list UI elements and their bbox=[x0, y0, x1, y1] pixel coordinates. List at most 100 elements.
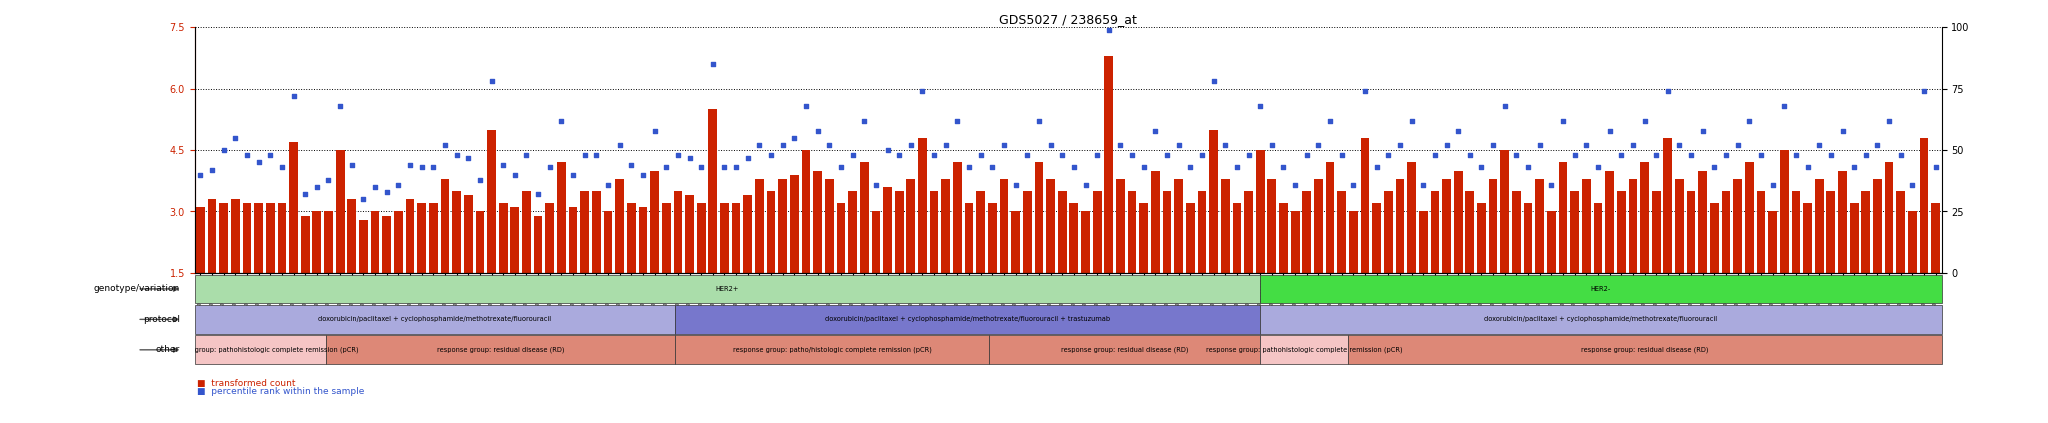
Bar bbox=[326, 335, 676, 364]
Point bbox=[1303, 142, 1335, 148]
Point bbox=[1815, 152, 1847, 159]
Point bbox=[1372, 152, 1405, 159]
Bar bbox=[696, 203, 707, 334]
Text: response group: residual disease (RD): response group: residual disease (RD) bbox=[1581, 346, 1708, 353]
Bar bbox=[1628, 179, 1636, 334]
Point bbox=[743, 142, 776, 148]
Bar bbox=[1757, 191, 1765, 334]
Point bbox=[1534, 181, 1567, 188]
Point bbox=[977, 164, 1010, 171]
Point bbox=[801, 127, 834, 134]
Point bbox=[1896, 181, 1929, 188]
Bar bbox=[1919, 138, 1929, 334]
Point bbox=[1139, 127, 1171, 134]
Point bbox=[1430, 142, 1462, 148]
Point bbox=[1757, 181, 1790, 188]
Point bbox=[1454, 152, 1487, 159]
Bar bbox=[1280, 203, 1288, 334]
Point bbox=[1745, 152, 1778, 159]
Bar bbox=[1012, 212, 1020, 334]
Bar bbox=[1245, 191, 1253, 334]
Bar bbox=[580, 191, 590, 334]
Bar bbox=[674, 191, 682, 334]
Point bbox=[1174, 164, 1206, 171]
Point bbox=[1104, 142, 1137, 148]
Bar bbox=[569, 207, 578, 334]
Point bbox=[1733, 117, 1765, 124]
Point bbox=[440, 152, 473, 159]
Bar bbox=[487, 130, 496, 334]
Bar bbox=[301, 216, 309, 334]
Bar bbox=[1139, 203, 1149, 334]
Bar bbox=[709, 109, 717, 334]
Bar bbox=[1546, 212, 1556, 334]
Bar bbox=[313, 212, 322, 334]
Bar bbox=[825, 179, 834, 334]
Point bbox=[883, 152, 915, 159]
Point bbox=[475, 78, 508, 85]
Bar bbox=[907, 179, 915, 334]
Point bbox=[1419, 152, 1452, 159]
Point bbox=[1907, 88, 1939, 95]
Bar bbox=[336, 150, 344, 334]
Point bbox=[1675, 152, 1708, 159]
Point bbox=[1151, 152, 1184, 159]
Point bbox=[1837, 164, 1870, 171]
Bar bbox=[1260, 275, 1942, 303]
Bar bbox=[930, 191, 938, 334]
Bar bbox=[1896, 191, 1905, 334]
Point bbox=[1012, 152, 1044, 159]
Bar bbox=[383, 216, 391, 334]
Bar bbox=[1059, 191, 1067, 334]
Point bbox=[1325, 152, 1358, 159]
Point bbox=[1057, 164, 1090, 171]
Point bbox=[184, 171, 217, 178]
Bar bbox=[371, 212, 379, 334]
Bar bbox=[614, 179, 625, 334]
Point bbox=[1511, 164, 1544, 171]
Bar bbox=[545, 203, 555, 334]
Point bbox=[1255, 142, 1288, 148]
Bar bbox=[1407, 162, 1415, 334]
Point bbox=[428, 142, 461, 148]
Point bbox=[1919, 164, 1952, 171]
Bar bbox=[895, 191, 903, 334]
Bar bbox=[1606, 170, 1614, 334]
Bar bbox=[676, 305, 1260, 334]
Point bbox=[557, 171, 590, 178]
Bar bbox=[989, 335, 1260, 364]
Bar bbox=[557, 162, 565, 334]
Point bbox=[895, 142, 928, 148]
Point bbox=[1069, 181, 1102, 188]
Bar bbox=[1688, 191, 1696, 334]
Point bbox=[627, 171, 659, 178]
Text: response group: patho/histologic complete remission (pCR): response group: patho/histologic complet… bbox=[733, 346, 932, 353]
Bar bbox=[778, 179, 786, 334]
Bar bbox=[1442, 179, 1450, 334]
Point bbox=[346, 196, 379, 203]
Bar bbox=[418, 203, 426, 334]
Bar bbox=[987, 203, 997, 334]
Point bbox=[1163, 142, 1196, 148]
Text: doxorubicin/paclitaxel + cyclophosphamide/methotrexate/fluorouracil: doxorubicin/paclitaxel + cyclophosphamid… bbox=[1485, 316, 1718, 322]
Point bbox=[1407, 181, 1440, 188]
Point bbox=[952, 164, 985, 171]
Bar bbox=[440, 179, 449, 334]
Text: protocol: protocol bbox=[143, 315, 180, 324]
Bar bbox=[207, 199, 217, 334]
Point bbox=[999, 181, 1032, 188]
Bar bbox=[1395, 179, 1405, 334]
Point bbox=[1268, 164, 1300, 171]
Point bbox=[1092, 27, 1124, 33]
Bar bbox=[860, 162, 868, 334]
Bar bbox=[195, 305, 676, 334]
Bar bbox=[1745, 162, 1753, 334]
Point bbox=[545, 117, 578, 124]
Point bbox=[813, 142, 846, 148]
Bar bbox=[406, 199, 414, 334]
Bar bbox=[1839, 170, 1847, 334]
Bar bbox=[1767, 212, 1778, 334]
Bar bbox=[1094, 191, 1102, 334]
Point bbox=[197, 166, 229, 173]
Bar bbox=[500, 203, 508, 334]
